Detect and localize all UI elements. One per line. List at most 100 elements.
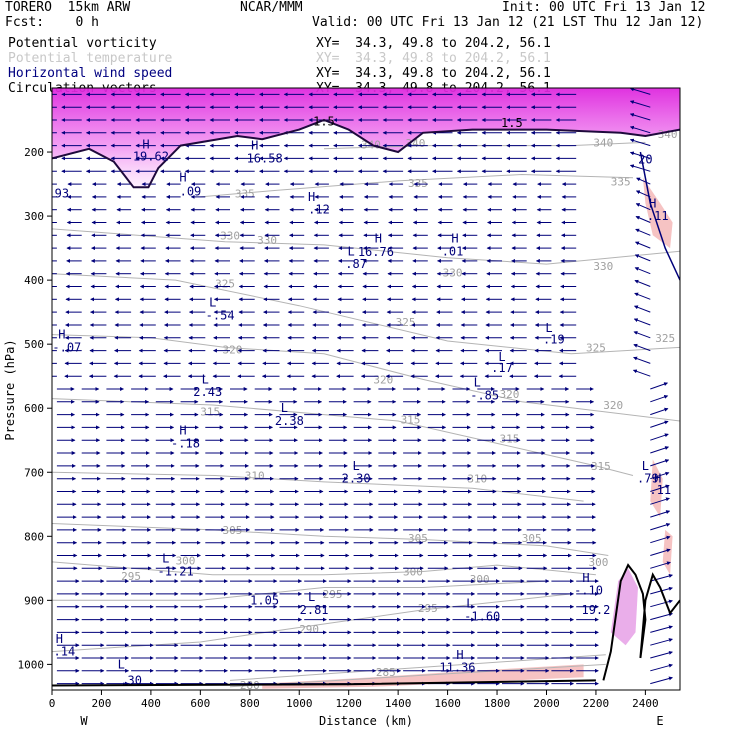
y-tick-label: 300: [24, 210, 44, 223]
isentrope-310: [52, 471, 584, 502]
wind-speed-label: 2.43: [193, 385, 222, 399]
wind-vector: [650, 561, 671, 569]
wind-speed-label: 1.05: [250, 593, 279, 607]
x-tick-label: 400: [141, 697, 161, 710]
isentrope-label: 305: [522, 532, 542, 545]
wind-speed-label: -.07: [52, 340, 81, 354]
isentrope-label: 325: [396, 316, 416, 329]
wind-vector: [633, 343, 651, 352]
wind-speed-label: L: [281, 401, 288, 415]
wind-speed-label: .30: [120, 673, 142, 687]
wind-speed-label: L: [545, 321, 552, 335]
y-tick-label: 500: [24, 338, 44, 351]
wind-speed-label: H: [142, 137, 149, 151]
wind-vector: [634, 267, 651, 275]
wind-speed-label: H: [308, 190, 315, 204]
wind-vector: [635, 203, 651, 211]
wind-speed-label: 19.2: [581, 603, 610, 617]
y-tick-label: 400: [24, 274, 44, 287]
x-tick-label: 2200: [583, 697, 610, 710]
wind-vector: [635, 215, 651, 223]
wind-speed-label: L: [498, 350, 505, 364]
isentrope-label: 315: [591, 460, 611, 473]
wind-vector: [650, 420, 669, 428]
legend-wind-xy: XY= 34.3, 49.8 to 204.2, 56.1: [316, 66, 551, 81]
pv-contour-label: 1.5: [313, 114, 335, 128]
wind-contour-east: [639, 151, 680, 281]
pv-contour-label: 1.5: [501, 116, 523, 130]
wind-speed-label: L: [474, 376, 481, 390]
wind-speed-label: -1.60: [464, 609, 500, 623]
isentrope-label: 300: [588, 556, 608, 569]
wind-speed-label: .79: [637, 472, 659, 486]
wind-vector: [650, 625, 673, 633]
isentrope-label: 330: [443, 266, 463, 279]
wind-speed-label: 11.36: [439, 661, 475, 675]
wind-speed-label: H: [58, 328, 65, 342]
wind-speed-label: H: [375, 232, 382, 246]
wind-vector: [650, 676, 673, 685]
isentrope-335: [200, 173, 634, 198]
x-tick-label: 1000: [286, 697, 313, 710]
wind-speed-label: -.18: [171, 436, 200, 450]
isentrope-label: 315: [499, 432, 519, 445]
wind-speed-label: L: [642, 459, 649, 473]
wind-speed-label: 2.30: [342, 472, 371, 486]
isentrope-label: 285: [376, 666, 396, 679]
wind-speed-label: -.85: [470, 388, 499, 402]
isentrope-label: 340: [593, 136, 613, 149]
wind-vector: [650, 395, 669, 403]
wind-speed-label: 16.58: [247, 151, 283, 165]
wind-vector: [634, 279, 651, 287]
x-tick-label: 1200: [335, 697, 362, 710]
wind-speed-label: L: [162, 552, 169, 566]
x-tick-label: 2000: [533, 697, 560, 710]
wind-vector: [635, 190, 651, 198]
wind-vector: [650, 497, 670, 505]
y-tick-label: 200: [24, 146, 44, 159]
isentrope-label: 320: [603, 399, 623, 412]
wind-vector: [650, 650, 673, 659]
wind-speed-label: H: [582, 571, 589, 585]
wind-speed-label: .19: [543, 333, 565, 347]
wind-speed-label: H: [179, 171, 186, 185]
wind-speed-label: -.10: [574, 584, 603, 598]
wind-vector: [629, 100, 651, 108]
legend-pv-name: Potential vorticity: [8, 36, 157, 51]
x-tick-label: 1600: [434, 697, 461, 710]
wind-vector: [634, 241, 651, 249]
isentrope-label: 300: [470, 573, 490, 586]
y-tick-label: 700: [24, 466, 44, 479]
wind-vector: [650, 459, 670, 467]
mountain-terrain: [602, 563, 680, 681]
wind-vector: [650, 535, 671, 544]
isentrope-label: 335: [408, 177, 428, 190]
x-tick-label: 1400: [385, 697, 412, 710]
wind-speed-label: L: [209, 296, 216, 310]
isentrope-330: [52, 228, 680, 265]
forecast-hour: Fcst: 0 h: [5, 15, 99, 30]
isentrope-label: 290: [299, 623, 319, 636]
wind-speed-label: .87: [345, 257, 367, 271]
east-end-label: E: [656, 714, 663, 728]
isentrope-label: 330: [593, 260, 613, 273]
wind-speed-label: L: [118, 657, 125, 671]
valid-time: Valid: 00 UTC Fri 13 Jan 12 (21 LST Thu …: [312, 15, 704, 30]
wind-vector: [629, 113, 651, 121]
wind-speed-label: H: [251, 139, 258, 153]
y-tick-label: 1000: [18, 658, 45, 671]
wind-speed-label: .11: [647, 209, 669, 223]
wind-speed-label: H: [649, 196, 656, 210]
isentrope-label: 315: [401, 414, 421, 427]
legend-theta-xy: XY= 34.3, 49.8 to 204.2, 56.1: [316, 51, 551, 66]
wind-speed-label: 16.76: [358, 245, 394, 259]
init-time: Init: 00 UTC Fri 13 Jan 12: [502, 0, 706, 15]
wind-speed-label: L: [466, 597, 473, 611]
wind-speed-label: .17: [491, 361, 513, 375]
west-end-label: W: [80, 714, 88, 728]
wind-vector: [636, 177, 651, 185]
legend-wind-name: Horizontal wind speed: [8, 66, 173, 81]
wind-vector: [650, 663, 673, 672]
wind-vector: [650, 484, 670, 492]
